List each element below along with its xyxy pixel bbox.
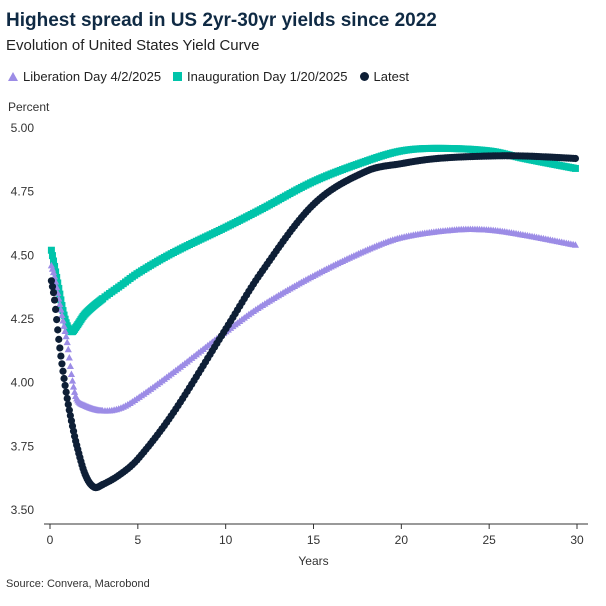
data-point [65, 406, 73, 414]
triangle-marker-icon [8, 72, 18, 81]
data-point [47, 277, 56, 285]
x-tick-label-5: 25 [482, 533, 496, 547]
y-tick-label-6: 5.00 [11, 121, 35, 135]
x-tick-label-6: 30 [570, 533, 584, 547]
data-point [56, 300, 64, 308]
data-point [61, 381, 69, 390]
data-point [571, 154, 580, 163]
square-marker-icon [173, 72, 183, 81]
series-layer [47, 144, 580, 492]
data-point [56, 344, 64, 352]
data-point [60, 322, 68, 329]
x-tick-label-4: 20 [395, 533, 409, 547]
data-point [48, 283, 57, 291]
data-point [64, 345, 72, 353]
y-tick-label-3: 4.25 [11, 312, 35, 326]
circle-marker-icon [359, 72, 369, 81]
data-point [62, 388, 70, 396]
data-point [60, 311, 68, 319]
y-tick-label-5: 4.75 [11, 185, 35, 199]
legend-item-latest: Latest [359, 69, 409, 84]
data-point [61, 315, 69, 323]
chart-subtitle: Evolution of United States Yield Curve [6, 37, 260, 54]
legend-label-liberation: Liberation Day 4/2/2025 [23, 69, 162, 84]
legend-label-latest: Latest [373, 69, 409, 84]
data-point [50, 296, 59, 304]
data-point [68, 377, 77, 384]
data-point [58, 360, 66, 368]
y-tick-label-0: 3.50 [11, 503, 35, 517]
data-point [67, 370, 76, 378]
data-point [52, 305, 60, 313]
x-tick-label-0: 0 [47, 533, 54, 547]
data-point [50, 257, 58, 265]
y-tick-label-4: 4.50 [11, 248, 35, 262]
data-point [64, 400, 72, 409]
data-point [70, 388, 79, 395]
y-tick-label-2: 4.00 [11, 376, 35, 390]
data-point [61, 327, 69, 334]
x-tick-label-2: 10 [219, 533, 233, 547]
legend-label-inauguration: Inauguration Day 1/20/2025 [187, 69, 348, 84]
legend-item-inauguration: Inauguration Day 1/20/2025 [173, 69, 348, 84]
source-note: Source: Convera, Macrobond [6, 578, 150, 590]
y-axis-title: Percent [8, 100, 50, 114]
data-point [49, 288, 58, 297]
x-tick-label-3: 15 [307, 533, 321, 547]
data-point [57, 306, 65, 313]
data-point [59, 317, 67, 324]
data-point [53, 316, 61, 324]
data-point [63, 394, 71, 403]
data-point [571, 164, 579, 172]
data-point [54, 326, 62, 334]
data-point [57, 352, 65, 360]
data-point [62, 332, 70, 340]
data-point [65, 353, 73, 361]
data-point [51, 262, 59, 270]
legend-item-liberation: Liberation Day 4/2/2025 [8, 69, 161, 84]
series-square [47, 144, 579, 336]
x-axis-title: Years [298, 554, 328, 568]
data-point [59, 367, 67, 375]
data-point [52, 268, 60, 276]
x-tick-label-1: 5 [134, 533, 141, 547]
data-point [49, 268, 58, 276]
y-tick-label-1: 3.75 [11, 439, 35, 453]
chart-title: Highest spread in US 2yr-30yr yields sin… [6, 10, 437, 31]
series-circle [47, 152, 580, 492]
data-point [66, 362, 74, 370]
data-point [55, 335, 63, 343]
data-point [63, 338, 71, 346]
chart-axes: 0 5 10 15 20 25 30 3.50 3.75 4.00 4.25 4.50 4.75 5.00… [8, 100, 588, 568]
chart-legend: Liberation Day 4/2/2025 Inauguration Day… [8, 69, 421, 84]
data-point [58, 311, 66, 319]
data-point [60, 374, 68, 383]
series-triangle [47, 225, 580, 414]
data-point [69, 383, 78, 390]
data-point [571, 241, 580, 248]
data-point [48, 252, 56, 260]
data-point [47, 246, 55, 254]
